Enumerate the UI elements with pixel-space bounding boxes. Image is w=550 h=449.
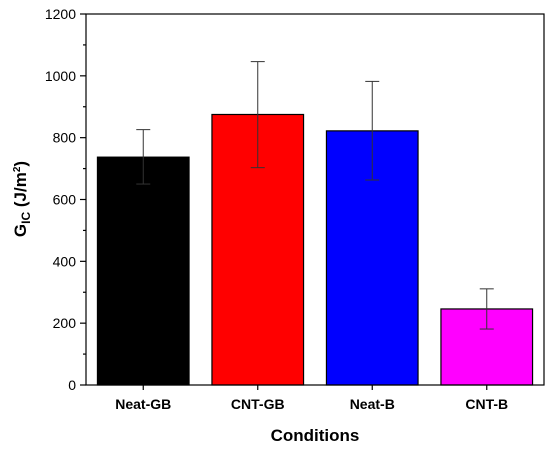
y-tick-label: 400 bbox=[53, 253, 77, 269]
y-axis-title-main: G bbox=[11, 224, 30, 237]
plot-frame bbox=[85, 13, 545, 386]
x-tick-labels: Neat-GB CNT-GB Neat-B CNT-B bbox=[115, 385, 508, 412]
x-tick-label: Neat-GB bbox=[115, 396, 171, 412]
x-axis-title: Conditions bbox=[271, 426, 360, 445]
error-bar-neat-b bbox=[365, 80, 380, 181]
x-tick-label: CNT-B bbox=[465, 396, 508, 412]
y-axis-title-subscript: IC bbox=[19, 212, 33, 224]
y-tick-label: 800 bbox=[53, 130, 77, 146]
x-tick-label: CNT-GB bbox=[231, 396, 285, 412]
y-axis-title-unit-sup: 2 bbox=[12, 166, 23, 172]
y-tick-label: 200 bbox=[53, 315, 77, 331]
y-ticks: 0 200 400 600 800 1000 1200 bbox=[45, 6, 86, 393]
error-bar-neat-gb bbox=[136, 129, 151, 185]
y-axis-title-unit-prefix: (J/m bbox=[11, 172, 30, 212]
x-tick-label: Neat-B bbox=[350, 396, 395, 412]
error-bar-cnt-b bbox=[479, 288, 494, 330]
error-bar-cnt-gb bbox=[250, 61, 265, 169]
error-bars bbox=[136, 61, 494, 330]
y-tick-label: 1000 bbox=[45, 68, 76, 84]
bars bbox=[96, 113, 534, 386]
y-tick-label: 1200 bbox=[45, 6, 76, 22]
y-axis-title-unit-suffix: ) bbox=[11, 161, 30, 167]
y-tick-label: 600 bbox=[53, 192, 77, 208]
bar-neat-gb bbox=[96, 156, 190, 386]
y-tick-label: 0 bbox=[68, 377, 76, 393]
y-axis-title: GIC (J/m2) bbox=[11, 161, 33, 237]
